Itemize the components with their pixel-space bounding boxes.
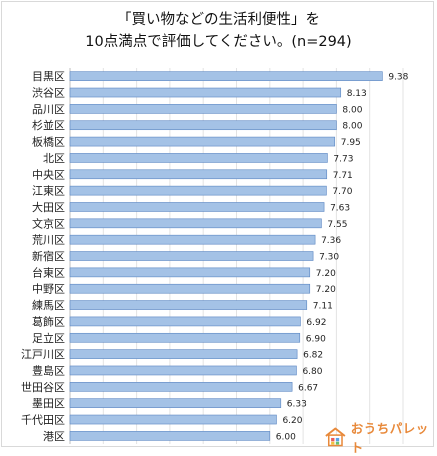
logo-text: おうちパレット bbox=[350, 421, 429, 455]
value-label: 6.20 bbox=[282, 416, 302, 426]
value-label: 7.36 bbox=[321, 236, 341, 246]
category-label: 練馬区 bbox=[32, 298, 65, 312]
category-label: 杉並区 bbox=[32, 118, 65, 132]
category-label: 中野区 bbox=[32, 283, 65, 296]
value-label: 6.00 bbox=[276, 432, 296, 442]
bar bbox=[69, 332, 301, 343]
bar bbox=[69, 71, 383, 81]
value-label: 8.13 bbox=[347, 89, 367, 99]
bar bbox=[69, 283, 311, 294]
bar bbox=[69, 300, 308, 310]
value-label: 7.71 bbox=[333, 171, 353, 181]
category-label: 港区 bbox=[43, 430, 65, 443]
value-label: 7.63 bbox=[330, 203, 350, 213]
category-label: 文京区 bbox=[32, 216, 65, 230]
bar bbox=[69, 120, 337, 131]
bar bbox=[69, 251, 314, 261]
value-label: 6.67 bbox=[298, 383, 318, 393]
bar bbox=[69, 153, 328, 163]
bar bbox=[69, 169, 328, 180]
bar bbox=[69, 104, 337, 114]
category-label: 板橋区 bbox=[32, 135, 65, 149]
bar bbox=[69, 136, 336, 147]
value-label: 7.20 bbox=[316, 285, 336, 295]
value-label: 8.00 bbox=[342, 105, 362, 115]
value-label: 7.30 bbox=[319, 253, 339, 263]
category-label: 荒川区 bbox=[32, 234, 65, 247]
brand-logo: おうちパレット bbox=[324, 418, 437, 456]
chart-title-line1: 「買い物などの生活利便性」を bbox=[117, 12, 320, 28]
value-label: 7.73 bbox=[333, 154, 353, 164]
category-label: 渋谷区 bbox=[32, 87, 65, 100]
category-label: 世田谷区 bbox=[21, 381, 65, 394]
bar bbox=[69, 185, 327, 196]
bar bbox=[69, 267, 311, 278]
bar bbox=[69, 202, 325, 212]
category-label: 品川区 bbox=[32, 103, 65, 116]
value-label: 6.82 bbox=[303, 351, 323, 361]
bar bbox=[69, 398, 282, 408]
value-label: 6.80 bbox=[302, 367, 322, 377]
category-label: 江東区 bbox=[32, 185, 65, 198]
category-label: 豊島区 bbox=[32, 363, 65, 377]
bar bbox=[69, 382, 293, 392]
value-label: 6.33 bbox=[287, 400, 307, 410]
category-label: 台東区 bbox=[32, 265, 65, 279]
bar bbox=[69, 234, 316, 245]
value-label: 7.95 bbox=[341, 138, 361, 148]
value-label: 8.00 bbox=[342, 122, 362, 132]
category-label: 葛飾区 bbox=[32, 315, 65, 328]
category-label: 北区 bbox=[43, 152, 65, 165]
bar bbox=[69, 414, 277, 425]
value-label: 7.55 bbox=[327, 220, 347, 230]
bar bbox=[69, 365, 297, 376]
category-label: 新宿区 bbox=[32, 249, 65, 263]
value-label: 7.20 bbox=[316, 269, 336, 279]
value-label: 6.92 bbox=[306, 318, 326, 328]
value-label: 7.70 bbox=[332, 187, 352, 197]
house-icon bbox=[325, 427, 346, 447]
category-label: 中央区 bbox=[32, 168, 65, 181]
category-label: 足立区 bbox=[32, 331, 65, 345]
category-label: 墨田区 bbox=[32, 397, 65, 410]
category-label: 大田区 bbox=[32, 200, 65, 214]
value-label: 7.11 bbox=[313, 302, 333, 312]
bar bbox=[69, 316, 301, 327]
bar bbox=[69, 349, 298, 359]
category-label: 江戸川区 bbox=[21, 348, 65, 361]
category-label: 千代田区 bbox=[21, 414, 65, 427]
value-label: 9.38 bbox=[388, 73, 408, 83]
bar bbox=[69, 218, 322, 229]
value-label: 6.90 bbox=[306, 334, 326, 344]
bar bbox=[69, 87, 342, 98]
chart-title-line2: 10点満点で評価してください。(n=294) bbox=[85, 34, 352, 50]
bar bbox=[69, 431, 271, 441]
category-label: 目黒区 bbox=[32, 70, 65, 83]
